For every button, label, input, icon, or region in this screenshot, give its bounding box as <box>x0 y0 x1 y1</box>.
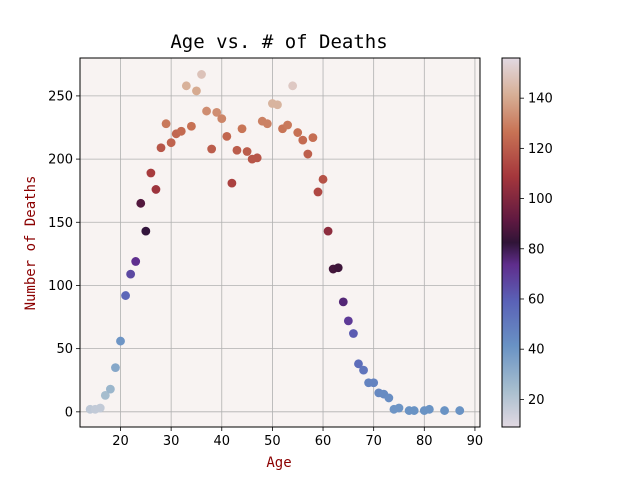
scatter-point <box>156 143 166 153</box>
scatter-point <box>192 86 201 96</box>
x-tick-label: 20 <box>112 434 129 449</box>
x-tick-label: 80 <box>416 434 433 449</box>
scatter-point <box>126 269 136 279</box>
scatter-point <box>409 406 419 415</box>
x-tick-label: 90 <box>467 434 484 449</box>
y-tick-label: 250 <box>48 89 73 104</box>
scatter-point <box>369 378 379 388</box>
scatter-point <box>232 145 242 155</box>
plot-area <box>80 58 480 427</box>
x-tick-label: 70 <box>365 434 382 449</box>
scatter-point <box>343 316 353 326</box>
scatter-point <box>293 128 303 137</box>
scatter-point <box>313 187 323 197</box>
y-axis-label: Number of Deaths <box>23 176 39 311</box>
scatter-point <box>161 119 171 129</box>
colorbar-tick-label: 20 <box>528 393 545 408</box>
x-axis-ticks: 20 30 40 50 60 70 80 90 <box>112 427 483 449</box>
x-tick-label: 40 <box>213 434 230 449</box>
scatter-point <box>394 403 404 413</box>
scatter-point <box>338 297 348 307</box>
y-tick-label: 200 <box>48 153 73 168</box>
scatter-point <box>288 81 298 91</box>
y-tick-label: 150 <box>48 216 73 231</box>
y-tick-label: 100 <box>48 279 73 294</box>
scatter-point <box>384 393 394 403</box>
scatter-point <box>207 144 217 154</box>
scatter-point <box>151 185 161 194</box>
scatter-point <box>273 100 282 110</box>
colorbar-tick-label: 100 <box>528 192 553 207</box>
scatter-point <box>166 138 176 148</box>
scatter-point <box>455 406 465 415</box>
scatter-point <box>349 329 358 338</box>
x-tick-label: 60 <box>315 434 332 449</box>
colorbar-ticks: 20 40 60 80 100 120 140 <box>520 92 553 408</box>
scatter-point <box>242 147 252 156</box>
x-tick-label: 30 <box>163 434 180 449</box>
x-tick-label: 50 <box>264 434 281 449</box>
scatter-point <box>333 263 343 273</box>
scatter-point <box>136 198 146 208</box>
scatter-point <box>116 336 125 346</box>
scatter-point <box>121 291 130 300</box>
y-axis-ticks: 0 50 100 150 200 250 <box>48 89 80 420</box>
scatter-point <box>212 107 222 117</box>
scatter-point <box>176 126 186 136</box>
colorbar-tick-label: 140 <box>528 92 553 107</box>
scatter-point <box>146 168 156 178</box>
colorbar-tick-label: 120 <box>528 142 553 157</box>
y-tick-label: 0 <box>65 405 73 420</box>
scatter-point <box>323 226 333 236</box>
scatter-point <box>227 178 237 188</box>
scatter-point <box>298 135 308 145</box>
colorbar-tick-label: 40 <box>528 343 545 358</box>
scatter-point <box>424 404 434 414</box>
scatter-point <box>262 119 272 129</box>
scatter-point <box>100 391 110 400</box>
plot-frame <box>79 57 481 428</box>
scatter-point <box>440 406 449 415</box>
colorbar <box>501 57 521 428</box>
scatter-point <box>283 120 292 130</box>
scatter-point <box>95 403 105 413</box>
scatter-point <box>141 226 151 236</box>
scatter-point <box>197 70 206 79</box>
grid-lines <box>80 58 480 427</box>
scatter-point <box>131 257 141 266</box>
scatter-point <box>308 133 318 143</box>
scatter-point <box>186 121 196 131</box>
scatter-point <box>237 124 247 134</box>
data-points <box>85 70 465 415</box>
chart-title: Age vs. # of Deaths <box>170 31 387 53</box>
scatter-point <box>181 81 191 91</box>
scatter-point <box>222 131 232 141</box>
scatter-point <box>318 174 328 184</box>
colorbar-tick-label: 60 <box>528 292 545 307</box>
colorbar-tick-label: 80 <box>528 242 545 257</box>
scatter-point <box>252 153 262 163</box>
x-axis-label: Age <box>266 455 291 471</box>
scatter-point <box>202 106 211 116</box>
scatter-point <box>105 384 115 394</box>
scatter-point <box>359 365 368 375</box>
scatter-point <box>354 359 363 369</box>
scatter-point <box>111 363 120 373</box>
scatter-point <box>303 149 313 159</box>
y-tick-label: 50 <box>56 342 73 357</box>
scatter-point <box>217 114 227 124</box>
